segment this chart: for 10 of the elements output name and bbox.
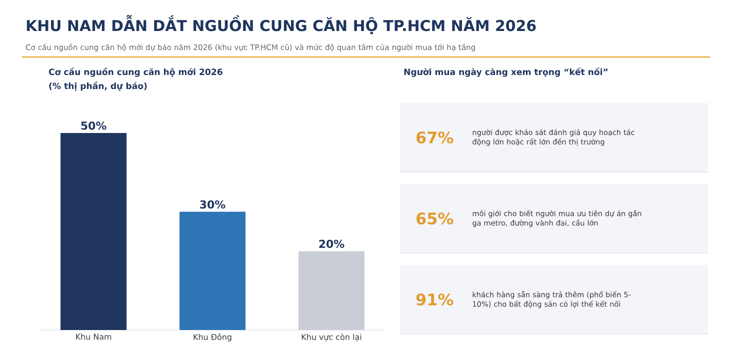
data-label: 20% [319,240,344,248]
chart-title: Cơ cấu nguồn cung căn hộ mới 2026 [48,68,222,77]
text: Người mua ngày càng xem trọng “kết nối” [404,68,608,77]
data-label: 91% [416,293,454,306]
data-label: 67% [416,131,454,144]
data-label: 30% [200,200,226,209]
data-label: 50% [81,122,106,130]
data-label: 65% [416,212,454,225]
text: KHU NAM DẪN DẮT NGUỒN CUNG CĂN HỘ TP.HCM NĂM 2026 [26,15,536,34]
chart-subtitle: (% thị phần, dự báo) [49,82,147,91]
